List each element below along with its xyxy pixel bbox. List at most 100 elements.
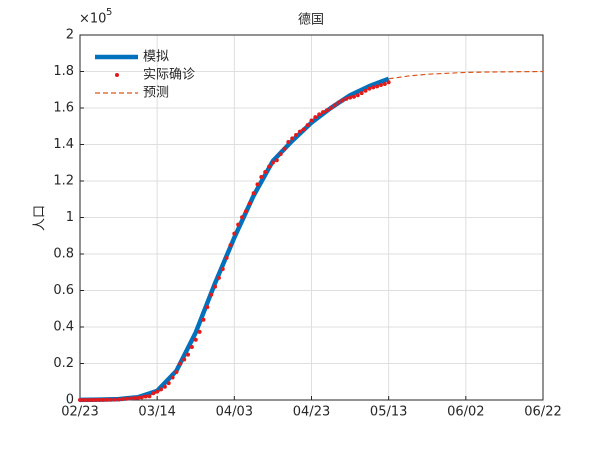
data-point (297, 129, 302, 134)
data-point (228, 243, 233, 248)
data-point (313, 115, 318, 120)
data-point (386, 80, 391, 85)
data-point (159, 387, 164, 392)
data-point (155, 389, 160, 394)
y-tick-label: 0.4 (53, 320, 74, 335)
data-point (324, 108, 329, 113)
data-point (105, 397, 110, 402)
data-point (355, 93, 360, 98)
y-tick-label: 1.4 (53, 137, 74, 152)
data-point (263, 170, 268, 175)
data-point (243, 209, 248, 214)
data-point (151, 391, 156, 396)
data-point (224, 255, 229, 260)
data-point (375, 84, 380, 89)
data-point (317, 112, 322, 117)
data-point (209, 292, 214, 297)
data-point (124, 396, 129, 401)
x-tick-label: 03/14 (138, 405, 175, 420)
y-tick-label: 1.8 (53, 64, 74, 79)
data-point (378, 83, 383, 88)
data-point (139, 395, 144, 400)
y-tick-label: 0 (66, 393, 74, 408)
data-point (135, 395, 140, 400)
x-tick-label: 05/13 (370, 405, 407, 420)
data-point (348, 95, 353, 100)
data-point (101, 397, 106, 402)
data-point (189, 344, 194, 349)
data-point (321, 110, 326, 115)
data-point (251, 191, 256, 196)
data-point (332, 103, 337, 108)
y-tick-label: 1.6 (53, 101, 74, 116)
x-tick-label: 06/22 (524, 405, 561, 420)
data-point (290, 136, 295, 141)
legend-label: 预测 (143, 86, 169, 101)
data-point (147, 394, 152, 399)
data-point (232, 231, 237, 236)
data-point (182, 357, 187, 362)
data-point (294, 133, 299, 138)
data-point (170, 375, 175, 380)
data-point (267, 164, 272, 169)
data-point (351, 94, 356, 99)
y-tick-label: 2 (66, 28, 74, 43)
axes-box (79, 34, 544, 401)
data-point (108, 397, 113, 402)
data-point (132, 396, 137, 401)
data-point (186, 352, 191, 357)
data-point (371, 85, 376, 90)
y-tick-label: 1 (66, 210, 74, 225)
y-tick-label: 1.2 (53, 174, 74, 189)
data-point (178, 361, 183, 366)
data-point (97, 397, 102, 402)
data-point (240, 215, 245, 220)
data-point (193, 337, 198, 342)
y-tick-label: 0.2 (53, 356, 74, 371)
x-tick-label: 04/23 (293, 405, 330, 420)
data-point (116, 397, 121, 402)
legend-label: 模拟 (143, 50, 169, 65)
data-point (205, 305, 210, 310)
y-exponent-base: ×10 (79, 12, 106, 27)
data-point (274, 158, 279, 163)
data-point (220, 266, 225, 271)
legend-marker (115, 73, 119, 77)
y-tick-label: 0.6 (53, 283, 74, 298)
data-point (340, 98, 345, 103)
data-point (85, 397, 90, 402)
legend-label: 实际确诊 (143, 68, 195, 83)
data-point (301, 127, 306, 132)
data-point (363, 88, 368, 93)
data-point (305, 123, 310, 128)
data-point (270, 160, 275, 165)
x-tick-label: 04/03 (216, 405, 253, 420)
data-point (143, 394, 148, 399)
data-point (359, 91, 364, 96)
data-point (201, 317, 206, 322)
prediction-line (388, 70, 544, 80)
data-point (247, 201, 252, 206)
data-point (213, 284, 218, 289)
data-point (382, 81, 387, 86)
data-point (93, 397, 98, 402)
data-point (197, 329, 202, 334)
data-point (344, 96, 349, 101)
y-axis-label: 人口 (33, 205, 48, 231)
data-point (128, 396, 133, 401)
data-point (278, 152, 283, 157)
data-point (255, 182, 260, 187)
y-tick-label: 0.8 (53, 247, 74, 262)
data-point (286, 139, 291, 144)
data-point (112, 397, 117, 402)
data-point (174, 370, 179, 375)
data-point (236, 222, 241, 227)
data-point (81, 397, 86, 402)
data-point (282, 146, 287, 151)
data-point (78, 397, 82, 402)
data-point (162, 384, 167, 389)
data-point (89, 397, 94, 402)
data-point (216, 275, 221, 280)
x-tick-label: 02/23 (61, 405, 98, 420)
